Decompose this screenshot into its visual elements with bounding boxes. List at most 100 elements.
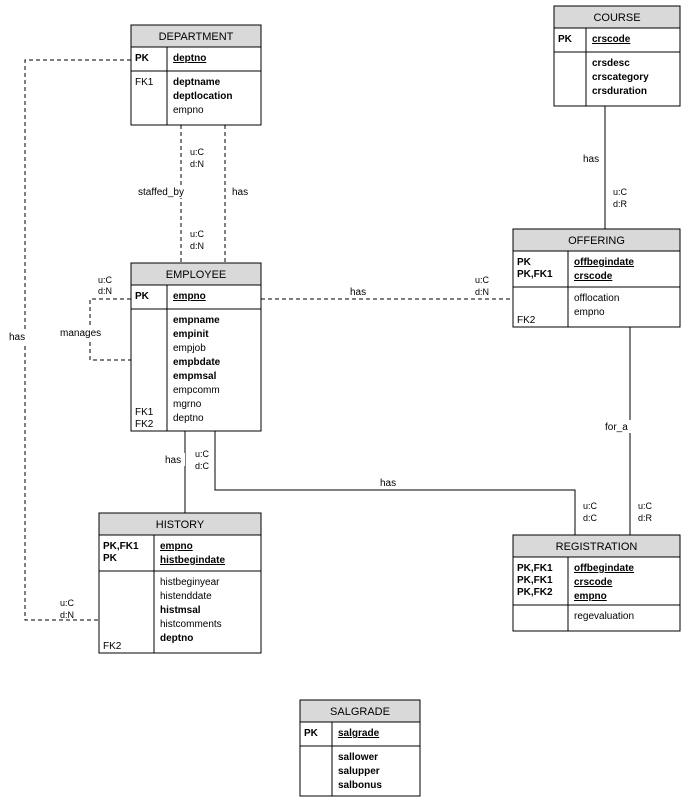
entity-attr: empbdate xyxy=(173,357,221,368)
entity-attr: crscode xyxy=(592,34,631,45)
entity-salgrade: SALGRADEPKsalgradesallowersaluppersalbon… xyxy=(300,700,420,796)
entity-attr: empmsal xyxy=(173,371,217,382)
entity-attr: deptno xyxy=(160,633,193,644)
entity-attr: histbeginyear xyxy=(160,577,220,588)
entity-course: COURSE PK crscode crsdesc crscategory crsdura… xyxy=(554,6,680,106)
entity-attr: deptlocation xyxy=(173,91,232,102)
key-label: PK,FK1 xyxy=(517,563,553,574)
key-label: PK xyxy=(135,291,150,302)
entity-attr: offbegindate xyxy=(574,563,634,574)
cardinality-label: u:C xyxy=(190,147,205,157)
entity-attr: histcomments xyxy=(160,619,222,630)
cardinality-label: u:C xyxy=(475,275,490,285)
entity-title: SALGRADE xyxy=(330,706,390,718)
cardinality-label: u:C xyxy=(613,187,628,197)
edge-label: has xyxy=(583,154,599,165)
cardinality-label: u:C xyxy=(98,275,113,285)
edge-label: staffed_by xyxy=(138,187,184,198)
cardinality-label: d:R xyxy=(613,199,628,209)
entity-attr: crscategory xyxy=(592,72,649,83)
entity-attr: empinit xyxy=(173,329,209,340)
edge-label: has xyxy=(165,455,181,466)
entity-title: HISTORY xyxy=(156,519,205,531)
emp-has-offering: has u:C d:N xyxy=(245,275,525,305)
dept-staffed-by-emp: staffed_by u:C d:N u:C d:N xyxy=(136,109,205,275)
cardinality-label: d:C xyxy=(583,513,598,523)
entity-registration: REGISTRATIONPK,FK1PK,FK1PK,FK2offbeginda… xyxy=(513,535,680,631)
offering-for-reg: for_a u:C d:R xyxy=(603,317,653,547)
entity-attr: crscode xyxy=(574,271,613,282)
edge-label: manages xyxy=(60,328,101,339)
key-label: FK2 xyxy=(135,419,154,430)
entity-attr: deptno xyxy=(173,413,204,424)
entity-attr: offbegindate xyxy=(574,257,634,268)
key-label: FK2 xyxy=(103,641,122,652)
cardinality-label: u:C xyxy=(190,229,205,239)
cardinality-label: d:N xyxy=(475,287,489,297)
key-label: PK,FK2 xyxy=(517,587,553,598)
cardinality-label: u:C xyxy=(638,501,653,511)
emp-has-reg: has u:C d:C xyxy=(209,421,598,547)
entity-attr: salupper xyxy=(338,766,380,777)
course-has-offering: has u:C d:R xyxy=(581,96,628,241)
edge-label: has xyxy=(350,287,366,298)
cardinality-label: d:N xyxy=(190,159,204,169)
entity-attr: empname xyxy=(173,315,220,326)
cardinality-label: u:C xyxy=(60,598,75,608)
entities: DEPARTMENT PK deptno FK1 deptname deptlocatio… xyxy=(99,6,680,796)
key-label: PK xyxy=(558,34,573,45)
cardinality-label: u:C xyxy=(583,501,598,511)
entity-attr: histmsal xyxy=(160,605,201,616)
entity-attr: salbonus xyxy=(338,780,382,791)
key-label: FK1 xyxy=(135,77,154,88)
key-label: FK1 xyxy=(135,407,154,418)
cardinality-label: d:N xyxy=(98,286,112,296)
key-label: PK,FK1 xyxy=(103,541,139,552)
entity-attr: empno xyxy=(160,541,193,552)
entity-attr: deptno xyxy=(173,53,206,64)
edge-label: has xyxy=(9,332,25,343)
key-label: FK2 xyxy=(517,315,536,326)
entity-attr: empno xyxy=(173,105,204,116)
entity-title: EMPLOYEE xyxy=(166,269,227,281)
entity-history: HISTORY PK,FK1PK empno histbegindate FK2 hist… xyxy=(99,513,261,653)
key-label: PK,FK1 xyxy=(517,269,553,280)
key-label: PK xyxy=(304,728,319,739)
entity-attr: histbegindate xyxy=(160,555,225,566)
entity-attr: empno xyxy=(574,591,607,602)
entity-title: DEPARTMENT xyxy=(159,31,234,43)
entity-attr: mgrno xyxy=(173,399,202,410)
entity-attr: deptname xyxy=(173,77,221,88)
key-label: PK,FK1 xyxy=(517,575,553,586)
entity-attr: empjob xyxy=(173,343,206,354)
cardinality-label: d:C xyxy=(195,461,210,471)
cardinality-label: d:R xyxy=(638,513,653,523)
entity-attr: empno xyxy=(173,291,206,302)
key-label: PK xyxy=(517,257,532,268)
key-label: PK xyxy=(103,553,118,564)
entity-attr: empno xyxy=(574,307,605,318)
entity-title: COURSE xyxy=(593,12,640,24)
entity-attr: offlocation xyxy=(574,293,619,304)
emp-has-dept: has xyxy=(219,115,252,279)
entity-attr: crsdesc xyxy=(592,58,630,69)
edge-label: has xyxy=(380,478,396,489)
entity-title: OFFERING xyxy=(568,235,625,247)
edge-label: for_a xyxy=(605,422,628,433)
edge-label: has xyxy=(232,187,248,198)
entity-attr: empcomm xyxy=(173,385,220,396)
cardinality-label: d:N xyxy=(60,610,74,620)
entity-offering: OFFERING PKPK,FK1 offbegindate crscode FK2 of… xyxy=(513,229,680,327)
entity-attr: salgrade xyxy=(338,728,380,739)
erd-diagram: staffed_byu:Cd:Nu:Cd:Nhasmanagesu:Cd:Nha… xyxy=(0,0,690,803)
key-label: PK xyxy=(135,53,150,64)
entity-employee: EMPLOYEE PK empno FK1FK2 empname empinit empjo… xyxy=(131,263,261,431)
cardinality-label: u:C xyxy=(195,449,210,459)
entity-attr: crsduration xyxy=(592,86,647,97)
emp-has-history: has u:C d:C xyxy=(163,421,210,525)
entity-attr: crscode xyxy=(574,577,613,588)
cardinality-label: d:N xyxy=(190,241,204,251)
entity-title: REGISTRATION xyxy=(556,541,638,553)
entity-attr: regevaluation xyxy=(574,611,634,622)
entity-department: DEPARTMENT PK deptno FK1 deptname deptlocatio… xyxy=(131,25,261,125)
